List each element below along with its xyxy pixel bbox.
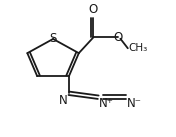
Text: S: S [49,32,57,45]
Text: CH₃: CH₃ [129,43,148,53]
Text: N⁻: N⁻ [127,98,142,110]
Text: N: N [59,94,68,107]
Text: N⁺: N⁺ [99,98,114,110]
Text: O: O [113,31,122,44]
Text: O: O [89,3,98,16]
